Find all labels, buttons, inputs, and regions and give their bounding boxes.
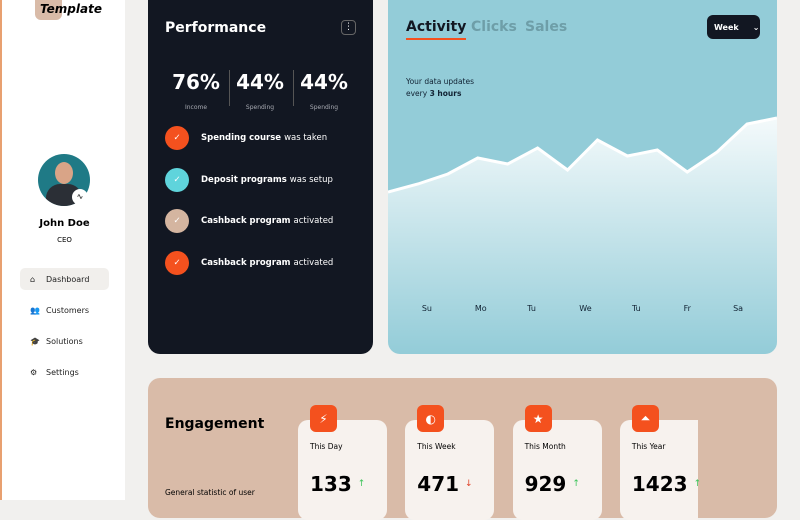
update-note: Your data updates every 3 hours	[406, 76, 474, 100]
task-rest: activated	[293, 216, 334, 227]
note: Your data updates	[406, 77, 475, 86]
task-item: ✓ Cashback program activated	[165, 209, 333, 234]
task-item: ✓ Deposit programs was setup	[165, 167, 333, 192]
trend-arrow: ↑	[693, 479, 702, 489]
task-rest: was taken	[284, 133, 328, 143]
tab[interactable]: Sales	[525, 19, 568, 35]
nav-icon: ⚙	[30, 367, 38, 377]
task-bold: Cashback program	[201, 216, 291, 227]
nav-icon: 👥	[30, 305, 40, 315]
card-icon: ⚡	[310, 405, 337, 432]
stat-card: ★ This Month 929 ↑	[512, 405, 602, 520]
stat-card: ⚡ This Day 133 ↑	[298, 405, 387, 520]
card-value-row: 471 ↓	[417, 472, 472, 496]
nav-item[interactable]: 👥 Customers	[20, 299, 109, 321]
stat-label: Spending	[309, 104, 339, 111]
logo: Template	[40, 2, 102, 16]
nav-label: Dashboard	[46, 274, 90, 284]
x-tick-label: Sa	[733, 304, 743, 313]
card-subtitle: General statistic of user	[165, 488, 255, 497]
stat: 76% Income	[164, 70, 228, 113]
stat-value: 44%	[236, 70, 284, 94]
stat: 44% Spending	[292, 70, 356, 113]
trend-arrow: ↑	[357, 479, 366, 489]
task-bold: Cashback program	[201, 258, 291, 269]
task-text: Spending course was taken	[201, 133, 327, 143]
task-item: ✓ Spending course was taken	[165, 126, 327, 150]
card-value: 929	[524, 472, 567, 496]
nav-label: Settings	[46, 367, 79, 377]
nav-icon: ⌂	[30, 274, 36, 284]
logo-mark	[35, 0, 62, 20]
user-role: CEO	[57, 236, 72, 244]
nav-label: Solutions	[46, 336, 83, 346]
x-tick-label: Tu	[631, 304, 641, 313]
task-bold: Spending course	[201, 133, 282, 143]
task-rest: was setup	[289, 174, 333, 185]
nav-item[interactable]: ⌂ Dashboard	[20, 268, 109, 290]
task-text: Deposit programs was setup	[201, 175, 333, 185]
card-value: 1423	[631, 472, 688, 496]
x-tick-label: Fr	[684, 304, 692, 313]
card-icon: ★	[524, 405, 552, 432]
stat-value: 76%	[172, 70, 220, 94]
menu-button[interactable]: ⋮	[341, 20, 356, 35]
check-icon: ✓	[165, 251, 189, 276]
sidebar: Template ∿ John Doe CEO ⌂ Dashboard 👥 Custo…	[0, 0, 125, 500]
note: every	[406, 89, 428, 98]
card-value-row: 929 ↑	[525, 472, 580, 496]
card-label: This Month	[524, 442, 566, 451]
divider	[229, 70, 230, 106]
card-title: Performance	[165, 20, 267, 36]
nav-item[interactable]: 🎓 Solutions	[20, 330, 109, 352]
user-name: John Doe	[39, 218, 90, 229]
area	[388, 118, 777, 354]
task-item: ✓ Cashback program activated	[165, 251, 333, 276]
card-title: Engagement	[165, 416, 265, 432]
task-bold: Deposit programs	[201, 174, 287, 185]
nav-icon: 🎓	[30, 336, 40, 346]
card-value-row: 1423 ↑	[632, 472, 701, 496]
nav-label: Customers	[46, 305, 90, 315]
stat-label: Spending	[245, 104, 275, 111]
stat-card: ◐ This Week 471 ↓	[405, 405, 495, 520]
card-value: 133	[310, 472, 352, 496]
card-label: This Year	[631, 442, 666, 451]
stat-card: ⏶ This Year 1423 ↑	[619, 405, 701, 520]
period-label: Week	[714, 22, 739, 32]
card-icon: ◐	[417, 405, 445, 432]
card-label: This Day	[310, 442, 343, 451]
nav-item[interactable]: ⚙ Settings	[20, 361, 109, 383]
card-icon: ⏶	[631, 405, 659, 432]
card-value: 471	[417, 472, 460, 496]
stat: 44% Spending	[228, 70, 292, 113]
tab[interactable]: Clicks	[471, 19, 517, 35]
status-badge: ∿	[72, 189, 88, 205]
page: Template ∿ John Doe CEO ⌂ Dashboard 👥 Custo…	[0, 0, 777, 518]
area-line	[388, 116, 777, 194]
trend-arrow: ↓	[465, 479, 473, 489]
divider	[293, 70, 294, 106]
task-text: Cashback program activated	[201, 258, 333, 268]
period-select[interactable]: Week ⌄	[707, 15, 760, 39]
card-label: This Week	[417, 442, 456, 451]
note-bold: 3 hours	[429, 89, 462, 98]
x-tick-label: We	[579, 304, 591, 313]
x-tick-label: Mo	[475, 304, 487, 313]
area-chart: Su Mo Tu We Tu Fr Sa	[388, 116, 777, 354]
stat-value: 44%	[300, 70, 348, 94]
tab[interactable]: Activity	[406, 19, 467, 40]
check-icon: ✓	[165, 126, 189, 150]
card-value-row: 133 ↑	[310, 472, 365, 496]
x-tick-label: Tu	[526, 304, 536, 313]
x-tick-label: Su	[422, 304, 432, 313]
task-rest: activated	[293, 258, 334, 269]
trend-arrow: ↑	[572, 479, 580, 489]
check-icon: ✓	[165, 167, 189, 192]
stat-label: Income	[184, 104, 208, 111]
activity-card: Su Mo Tu We Tu Fr Sa Week ⌄ Your data updates ev…	[388, 0, 777, 354]
task-text: Cashback program activated	[201, 216, 333, 226]
check-icon: ✓	[165, 209, 189, 234]
